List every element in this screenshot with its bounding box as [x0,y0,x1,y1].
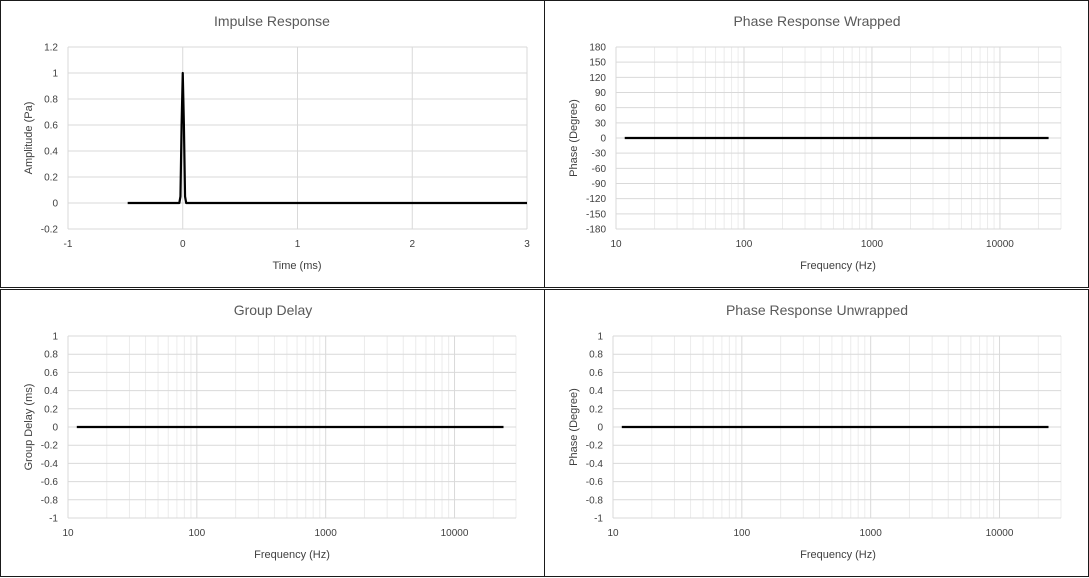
phase-response-unwrapped-svg: Phase Response Unwrapped -1-0.8-0.6-0.4-… [568,302,1062,561]
y-tick-label: 1 [52,332,58,343]
y-axis-label: Group Delay (ms) [23,384,35,471]
y-tick-label: 150 [589,58,606,69]
y-tick-label: 0 [600,134,606,145]
x-axis-label: Frequency (Hz) [800,549,876,561]
plot-area: -1 -0.8 -0.6 -0.4 -0.2 0 0.2 0.4 0.6 0.8 1 10 100 100… [41,332,517,539]
y-tick-label: 0.4 [44,386,58,397]
y-tick-label: -180 [586,225,606,236]
x-tick-label: 100 [733,528,750,539]
plot-area: -1 -0.8 -0.6 -0.4 -0.2 0 0.2 0.4 0.6 0.8 1 10 100 100… [586,332,1062,539]
x-tick-label: 10 [62,528,74,539]
plot-area: -0.2 0 0.2 0.4 0.6 0.8 1 1.2 -1 0 1 2 3 [41,43,530,251]
y-tick-label: 0.8 [44,95,58,106]
impulse-response-chart: Impulse Response -0.2 0 0.2 0.4 0.6 0.8 1 1.2 -1… [0,0,545,288]
plot-area: -180 -150 -120 -90 -60 -30 0 30 60 90 120 150 180 10 1… [586,43,1062,250]
y-tick-label: 90 [595,88,607,99]
y-tick-label: 0 [52,423,58,434]
x-tick-label: 1000 [315,528,338,539]
chart-title: Phase Response Unwrapped [726,302,908,318]
y-tick-label: 0.6 [589,368,603,379]
y-tick-label: 120 [589,73,606,84]
phase-response-wrapped-chart: Phase Response Wrapped -180 -150 -120 -90 -6… [544,0,1089,288]
y-tick-label: -60 [592,164,607,175]
y-tick-label: 30 [595,118,607,129]
x-tick-label: 100 [736,239,753,250]
x-tick-label: 10 [607,528,619,539]
y-tick-label: 1 [52,69,58,80]
y-tick-label: -0.2 [586,441,604,452]
y-tick-label: 0.6 [44,121,58,132]
y-tick-label: -120 [586,194,606,205]
y-tick-label: 0 [597,423,603,434]
y-tick-label: 0.8 [589,350,603,361]
chart-title: Impulse Response [214,13,330,29]
phase-response-unwrapped-chart: Phase Response Unwrapped -1 -0.8 -0.6 -0.4-… [544,289,1089,577]
x-tick-label: 10000 [986,528,1014,539]
chart-title: Group Delay [234,302,313,318]
x-axis-label: Time (ms) [272,260,321,272]
y-tick-label: -30 [592,149,607,160]
y-tick-label: 180 [589,43,606,54]
y-tick-label: 1.2 [44,43,58,54]
x-tick-label: 1000 [860,528,883,539]
x-tick-label: 1 [295,239,301,250]
y-tick-label: 0.4 [589,386,603,397]
x-tick-label: 10000 [986,239,1014,250]
x-tick-label: 10 [610,239,622,250]
y-tick-label: -1 [49,514,58,525]
y-axis-label: Phase (Degree) [568,99,580,177]
x-tick-label: 100 [188,528,205,539]
y-tick-label: 0.4 [44,147,58,158]
x-tick-label: 1000 [861,239,884,250]
series-line [127,71,527,205]
y-tick-label: 0 [52,199,58,210]
x-tick-label: 10000 [441,528,469,539]
x-tick-label: 3 [524,239,530,250]
x-axis-label: Frequency (Hz) [800,260,876,272]
y-tick-label: -0.6 [41,477,59,488]
y-tick-label: -0.6 [586,477,604,488]
y-tick-label: 0.2 [589,404,603,415]
x-tick-label: 0 [180,239,186,250]
y-tick-label: 60 [595,103,607,114]
x-axis-label: Frequency (Hz) [254,549,330,561]
x-tick-label: -1 [64,239,73,250]
x-tick-label: 2 [409,239,415,250]
y-tick-label: -0.8 [41,495,59,506]
y-axis-label: Amplitude (Pa) [23,102,35,175]
y-tick-label: 0.2 [44,404,58,415]
y-axis-label: Phase (Degree) [568,388,580,466]
y-tick-label: -0.4 [41,459,59,470]
y-tick-label: 0.2 [44,173,58,184]
impulse-response-svg: Impulse Response -0.2 0 0.2 0.4 0.6 0.8 1 1.2 -1… [23,13,530,272]
chart-title: Phase Response Wrapped [733,13,900,29]
y-tick-label: -0.2 [41,225,59,236]
y-tick-label: -150 [586,209,606,220]
y-tick-label: 1 [597,332,603,343]
y-tick-label: -90 [592,179,607,190]
group-delay-chart: Group Delay -1 -0.8 -0.6 -0.4 -0.2 0 0.2 0.4 0.6… [0,289,545,577]
y-tick-label: -0.8 [586,495,604,506]
y-tick-label: -0.2 [41,441,59,452]
group-delay-svg: Group Delay -1 -0.8 -0.6 -0.4 -0.2 0 0.2 0.4 0.6… [23,302,517,561]
y-tick-label: -1 [594,514,603,525]
y-tick-label: -0.4 [586,459,604,470]
y-tick-label: 0.6 [44,368,58,379]
phase-response-wrapped-svg: Phase Response Wrapped -180 -150 -120 -90 -6… [568,13,1062,272]
y-tick-label: 0.8 [44,350,58,361]
